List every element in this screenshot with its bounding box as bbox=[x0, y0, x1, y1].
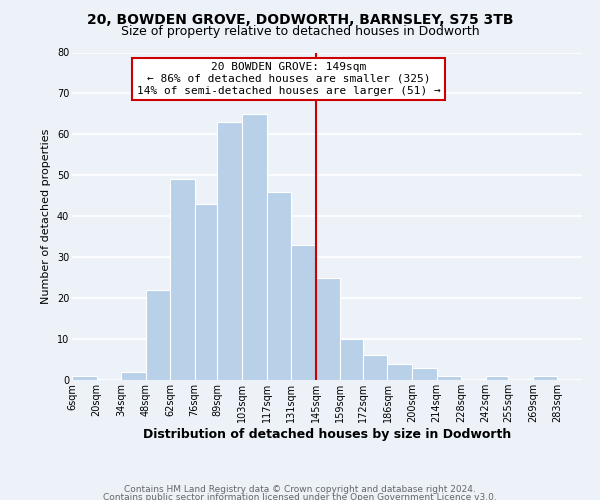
Bar bbox=[121, 372, 146, 380]
Text: 20 BOWDEN GROVE: 149sqm
← 86% of detached houses are smaller (325)
14% of semi-d: 20 BOWDEN GROVE: 149sqm ← 86% of detache… bbox=[137, 62, 440, 96]
Bar bbox=[217, 122, 242, 380]
Bar bbox=[437, 376, 461, 380]
Text: Contains public sector information licensed under the Open Government Licence v3: Contains public sector information licen… bbox=[103, 492, 497, 500]
Bar bbox=[266, 192, 291, 380]
Bar bbox=[170, 180, 194, 380]
Bar bbox=[72, 376, 97, 380]
Bar bbox=[340, 339, 363, 380]
Y-axis label: Number of detached properties: Number of detached properties bbox=[41, 128, 51, 304]
Bar bbox=[363, 356, 388, 380]
Text: Size of property relative to detached houses in Dodworth: Size of property relative to detached ho… bbox=[121, 25, 479, 38]
Bar bbox=[388, 364, 412, 380]
Text: 20, BOWDEN GROVE, DODWORTH, BARNSLEY, S75 3TB: 20, BOWDEN GROVE, DODWORTH, BARNSLEY, S7… bbox=[87, 12, 513, 26]
Bar bbox=[291, 245, 316, 380]
Bar bbox=[485, 376, 508, 380]
Bar bbox=[194, 204, 217, 380]
Bar bbox=[316, 278, 340, 380]
Bar bbox=[146, 290, 170, 380]
Text: Contains HM Land Registry data © Crown copyright and database right 2024.: Contains HM Land Registry data © Crown c… bbox=[124, 485, 476, 494]
X-axis label: Distribution of detached houses by size in Dodworth: Distribution of detached houses by size … bbox=[143, 428, 511, 441]
Bar bbox=[242, 114, 266, 380]
Bar bbox=[533, 376, 557, 380]
Bar bbox=[412, 368, 437, 380]
